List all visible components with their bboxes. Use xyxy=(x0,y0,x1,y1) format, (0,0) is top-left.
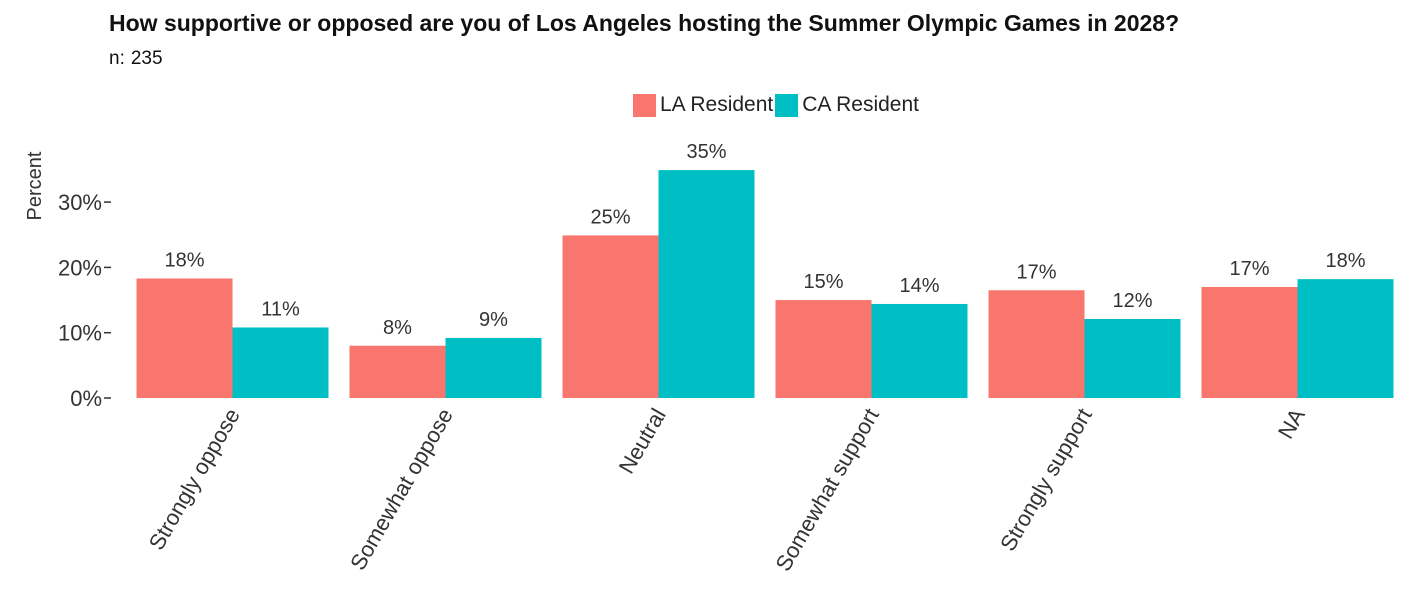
bar-la-resident xyxy=(562,235,659,398)
bar-ca-resident xyxy=(658,170,755,398)
x-category-label: NA xyxy=(1273,404,1310,443)
y-tick-label: 0% xyxy=(70,386,102,411)
bar-ca-resident xyxy=(871,303,968,398)
bar-la-resident xyxy=(1201,286,1298,398)
data-label-la-resident: 18% xyxy=(164,250,204,272)
bar-ca-resident xyxy=(1297,279,1394,398)
data-label-la-resident: 25% xyxy=(590,206,630,228)
data-label-ca-resident: 18% xyxy=(1325,250,1365,272)
legend-swatch-ca-resident xyxy=(775,93,799,117)
x-category-label: Somewhat oppose xyxy=(345,404,458,574)
sample-size: n: 235 xyxy=(109,48,169,70)
bar-la-resident xyxy=(349,345,446,398)
legend-label-la-resident: LA Resident xyxy=(660,93,774,116)
data-label-ca-resident: 14% xyxy=(899,275,939,297)
sample-size-label: n: xyxy=(109,48,125,69)
data-label-ca-resident: 11% xyxy=(261,298,300,320)
legend-item-la-resident: LA Resident xyxy=(633,93,773,117)
data-label-ca-resident: 9% xyxy=(479,309,508,331)
data-label-ca-resident: 12% xyxy=(1112,290,1152,312)
x-category-label: Neutral xyxy=(614,404,671,478)
data-label-la-resident: 17% xyxy=(1016,261,1056,283)
x-category-label: Somewhat support xyxy=(770,404,883,575)
legend-swatch-la-resident xyxy=(633,93,656,117)
bar-ca-resident xyxy=(1084,318,1181,398)
y-tick-label: 30% xyxy=(58,190,102,215)
legend-item-ca-resident: CA Resident xyxy=(775,93,919,117)
sample-size-value: 235 xyxy=(130,48,163,69)
data-label-la-resident: 17% xyxy=(1229,258,1269,280)
data-label-la-resident: 8% xyxy=(383,317,412,339)
y-axis-title: Percent xyxy=(24,151,46,220)
bar-la-resident xyxy=(775,300,872,398)
bar-ca-resident xyxy=(445,337,542,398)
chart-title: How supportive or opposed are you of Los… xyxy=(109,10,1180,36)
y-tick-label: 10% xyxy=(58,321,102,346)
bar-la-resident xyxy=(988,290,1085,398)
y-tick-label: 20% xyxy=(58,255,102,280)
x-category-label: Strongly oppose xyxy=(144,404,245,554)
data-label-ca-resident: 35% xyxy=(686,141,726,163)
legend-label-ca-resident: CA Resident xyxy=(802,93,919,116)
bar-ca-resident xyxy=(232,327,329,398)
bar-la-resident xyxy=(136,278,233,398)
data-label-la-resident: 15% xyxy=(803,271,843,293)
legend: LA Resident CA Resident xyxy=(633,93,921,117)
x-category-label: Strongly support xyxy=(995,404,1097,555)
